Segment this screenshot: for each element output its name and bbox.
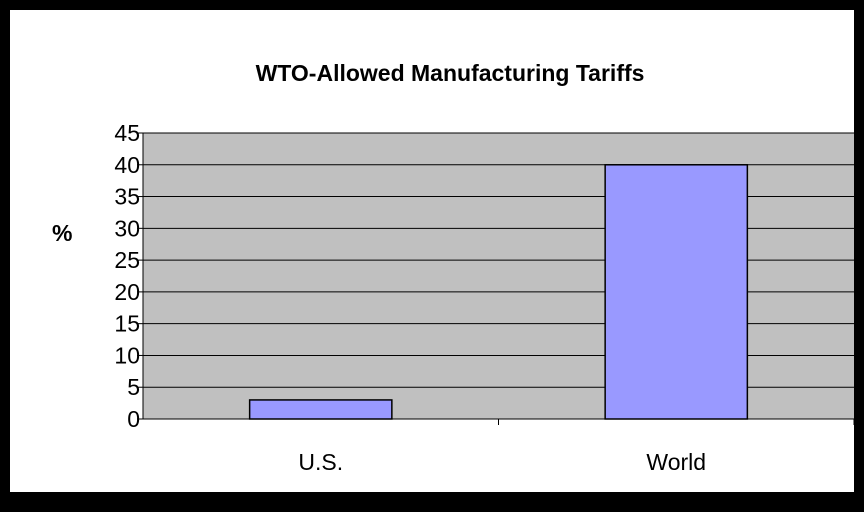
y-tick-label: 25 [114, 247, 140, 273]
y-tick-label: 0 [127, 406, 140, 432]
y-tick-label: 30 [114, 215, 140, 241]
y-axis-label: % [52, 220, 73, 246]
y-tick-label: 5 [127, 374, 140, 400]
y-tick-label: 40 [114, 152, 140, 178]
y-tick-label: 15 [114, 311, 140, 337]
y-tick-label: 35 [114, 184, 140, 210]
x-category-label: World [646, 449, 706, 475]
x-category-label: U.S. [298, 449, 343, 475]
bar-u-s [248, 399, 393, 420]
bar-world [604, 164, 749, 420]
y-tick-label: 20 [114, 279, 140, 305]
chart-title: WTO-Allowed Manufacturing Tariffs [255, 60, 645, 86]
y-tick-label: 10 [114, 342, 140, 368]
y-tick-label: 45 [114, 120, 140, 146]
